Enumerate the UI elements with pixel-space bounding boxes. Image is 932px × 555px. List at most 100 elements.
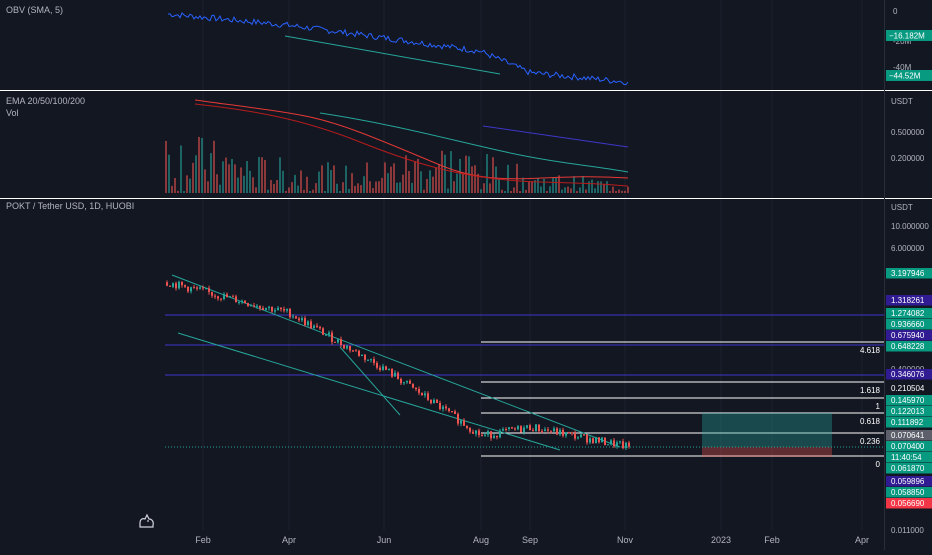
candle[interactable]: [421, 392, 423, 396]
volume-bar[interactable]: [444, 154, 446, 193]
candle[interactable]: [607, 444, 609, 446]
candle[interactable]: [496, 435, 498, 438]
candle[interactable]: [253, 305, 255, 307]
volume-bar[interactable]: [615, 190, 617, 193]
obv-line[interactable]: [167, 12, 629, 85]
candle[interactable]: [346, 345, 348, 349]
ema-50-line[interactable]: [319, 112, 629, 173]
channel-diagonal[interactable]: [339, 346, 401, 416]
volume-bar[interactable]: [432, 176, 434, 193]
volume-bar[interactable]: [396, 182, 398, 193]
candle[interactable]: [274, 310, 276, 312]
volume-bar[interactable]: [519, 191, 521, 193]
volume-bar[interactable]: [180, 145, 182, 193]
volume-bar[interactable]: [192, 162, 194, 193]
volume-bar[interactable]: [489, 183, 491, 193]
candle[interactable]: [181, 281, 183, 286]
candle[interactable]: [394, 372, 396, 377]
candle[interactable]: [352, 350, 354, 352]
volume-bar[interactable]: [276, 180, 278, 193]
candle[interactable]: [592, 438, 594, 444]
volume-bar[interactable]: [540, 186, 542, 193]
volume-bar[interactable]: [363, 176, 365, 193]
volume-bar[interactable]: [213, 140, 215, 193]
volume-bar[interactable]: [531, 181, 533, 193]
volume-bar[interactable]: [354, 185, 356, 193]
candle[interactable]: [544, 429, 546, 432]
volume-bar[interactable]: [360, 185, 362, 193]
candle[interactable]: [364, 354, 366, 360]
volume-bar[interactable]: [438, 163, 440, 193]
volume-bar[interactable]: [237, 177, 239, 193]
candle[interactable]: [538, 424, 540, 432]
candle[interactable]: [226, 294, 228, 298]
volume-bar[interactable]: [570, 188, 572, 193]
volume-bar[interactable]: [324, 191, 326, 193]
volume-bar[interactable]: [390, 166, 392, 193]
candle[interactable]: [478, 430, 480, 436]
volume-bar[interactable]: [315, 183, 317, 193]
candle[interactable]: [586, 434, 588, 443]
candle[interactable]: [601, 437, 603, 443]
candle[interactable]: [277, 307, 279, 311]
candle[interactable]: [457, 413, 459, 424]
candle[interactable]: [202, 287, 204, 289]
candle[interactable]: [235, 296, 237, 303]
candle[interactable]: [232, 296, 234, 298]
candle[interactable]: [307, 321, 309, 326]
candle[interactable]: [463, 420, 465, 426]
volume-bar[interactable]: [375, 181, 377, 193]
volume-bar[interactable]: [372, 188, 374, 193]
candle[interactable]: [262, 308, 264, 310]
volume-bar[interactable]: [207, 181, 209, 193]
volume-bar[interactable]: [336, 183, 338, 193]
volume-bar[interactable]: [435, 167, 437, 193]
volume-bar[interactable]: [591, 179, 593, 193]
candle[interactable]: [571, 432, 573, 434]
candle[interactable]: [178, 281, 180, 289]
candle[interactable]: [229, 296, 231, 298]
volume-bar[interactable]: [210, 153, 212, 193]
volume-bar[interactable]: [177, 190, 179, 193]
candle[interactable]: [511, 427, 513, 429]
candle[interactable]: [418, 389, 420, 393]
volume-bar[interactable]: [171, 185, 173, 193]
candle[interactable]: [250, 305, 252, 307]
volume-bar[interactable]: [486, 154, 488, 193]
volume-bar[interactable]: [576, 191, 578, 193]
channel-upper-line[interactable]: [171, 274, 621, 448]
candle[interactable]: [448, 408, 450, 412]
volume-bar[interactable]: [582, 175, 584, 193]
volume-bar[interactable]: [330, 170, 332, 193]
candle[interactable]: [217, 296, 219, 299]
volume-bar[interactable]: [504, 191, 506, 193]
volume-bar[interactable]: [408, 170, 410, 193]
candle[interactable]: [322, 328, 324, 335]
volume-bar[interactable]: [513, 187, 515, 193]
volume-bar[interactable]: [270, 180, 272, 193]
ema-100-line[interactable]: [194, 103, 629, 187]
volume-bar[interactable]: [510, 191, 512, 193]
volume-bar[interactable]: [405, 155, 407, 193]
volume-bar[interactable]: [294, 174, 296, 193]
candle[interactable]: [505, 429, 507, 431]
candle[interactable]: [241, 300, 243, 303]
volume-bar[interactable]: [429, 170, 431, 193]
candle[interactable]: [469, 427, 471, 432]
volume-bar[interactable]: [597, 181, 599, 193]
volume-bar[interactable]: [381, 177, 383, 193]
candle[interactable]: [283, 309, 285, 311]
candle[interactable]: [340, 339, 342, 346]
volume-bar[interactable]: [273, 183, 275, 193]
volume-bar[interactable]: [624, 190, 626, 193]
volume-bar[interactable]: [471, 166, 473, 193]
candle[interactable]: [574, 432, 576, 439]
volume-bar[interactable]: [189, 178, 191, 193]
volume-bar[interactable]: [243, 175, 245, 193]
candle[interactable]: [295, 316, 297, 319]
candle[interactable]: [613, 440, 615, 447]
volume-bar[interactable]: [600, 181, 602, 193]
candle[interactable]: [319, 326, 321, 329]
volume-bar[interactable]: [588, 181, 590, 193]
candle[interactable]: [247, 303, 249, 306]
